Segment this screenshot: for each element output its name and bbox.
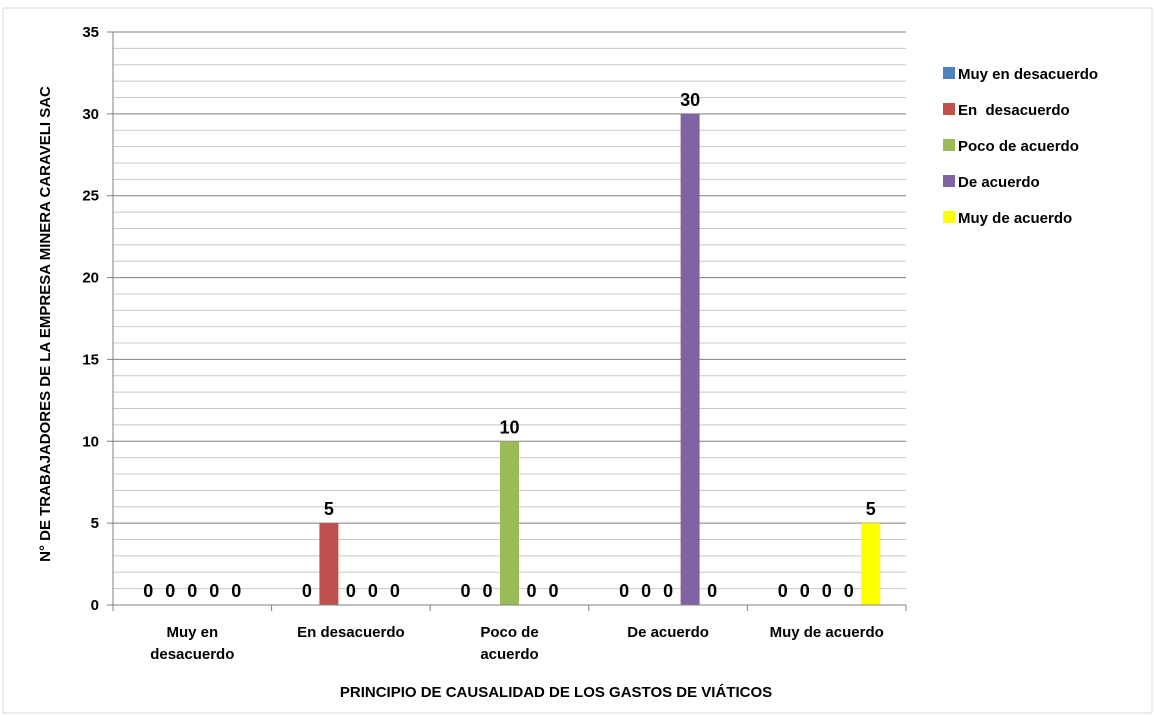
x-tick-label: De acuerdo [627,624,709,641]
x-tick-label: Muy de acuerdo [770,624,884,641]
y-tick-label: 10 [82,433,99,450]
legend: Muy en desacuerdo En desacuerdo Poco de ac… [943,66,1098,227]
y-tick-label: 35 [82,24,99,41]
data-label: 30 [680,90,700,110]
data-label: 0 [822,581,832,601]
data-label: 0 [187,581,197,601]
legend-swatch [943,175,955,187]
legend-label: De acuerdo [958,174,1040,191]
bar [861,523,881,605]
data-label: 0 [707,581,717,601]
data-label: 0 [482,581,492,601]
x-tick-label: Muy en [166,624,218,641]
y-tick-label: 25 [82,188,99,205]
legend-swatch [943,211,955,223]
x-tick-label: desacuerdo [150,646,234,663]
data-label: 0 [302,581,312,601]
data-label: 0 [641,581,651,601]
data-label: 0 [368,581,378,601]
y-tick-label: 0 [91,597,99,614]
bar [680,113,700,605]
chart-border [2,7,1153,714]
data-label: 0 [548,581,558,601]
data-label: 5 [866,499,876,519]
data-label: 0 [209,581,219,601]
y-tick-label: 30 [82,106,99,123]
bars [319,113,881,605]
x-tick-label: acuerdo [480,646,538,663]
axes [112,32,907,611]
data-label: 0 [800,581,810,601]
data-label: 5 [324,499,334,519]
legend-label: Muy en desacuerdo [958,66,1098,83]
data-label: 0 [143,581,153,601]
data-label: 0 [663,581,673,601]
y-tick-label: 5 [91,515,99,532]
legend-swatch [943,139,955,151]
data-label: 0 [346,581,356,601]
data-label: 0 [619,581,629,601]
x-tick-label: Poco de [480,624,538,641]
data-label: 0 [460,581,470,601]
x-axis-title: PRINCIPIO DE CAUSALIDAD DE LOS GASTOS DE… [340,684,772,701]
y-tick-labels: 0 5 10 15 20 25 30 35 [82,24,99,614]
x-tick-label: En desacuerdo [297,624,405,641]
data-label: 0 [231,581,241,601]
data-label: 0 [390,581,400,601]
y-axis-title: N° DE TRABAJADORES DE LA EMPRESA MINERA … [37,86,54,562]
data-label: 0 [844,581,854,601]
y-tick-label: 15 [82,351,99,368]
legend-label: En desacuerdo [958,102,1070,119]
data-label: 10 [499,417,519,437]
legend-swatch [943,67,955,79]
data-label: 0 [778,581,788,601]
legend-label: Muy de acuerdo [958,210,1072,227]
legend-label: Poco de acuerdo [958,138,1079,155]
bar [319,523,339,605]
gridlines [107,31,906,606]
legend-swatch [943,103,955,115]
x-tick-labels: Muy en desacuerdo En desacuerdo Poco de acue… [150,624,884,663]
bar [500,441,519,605]
data-label: 0 [526,581,536,601]
data-label: 0 [165,581,175,601]
y-tick-label: 20 [82,270,99,287]
